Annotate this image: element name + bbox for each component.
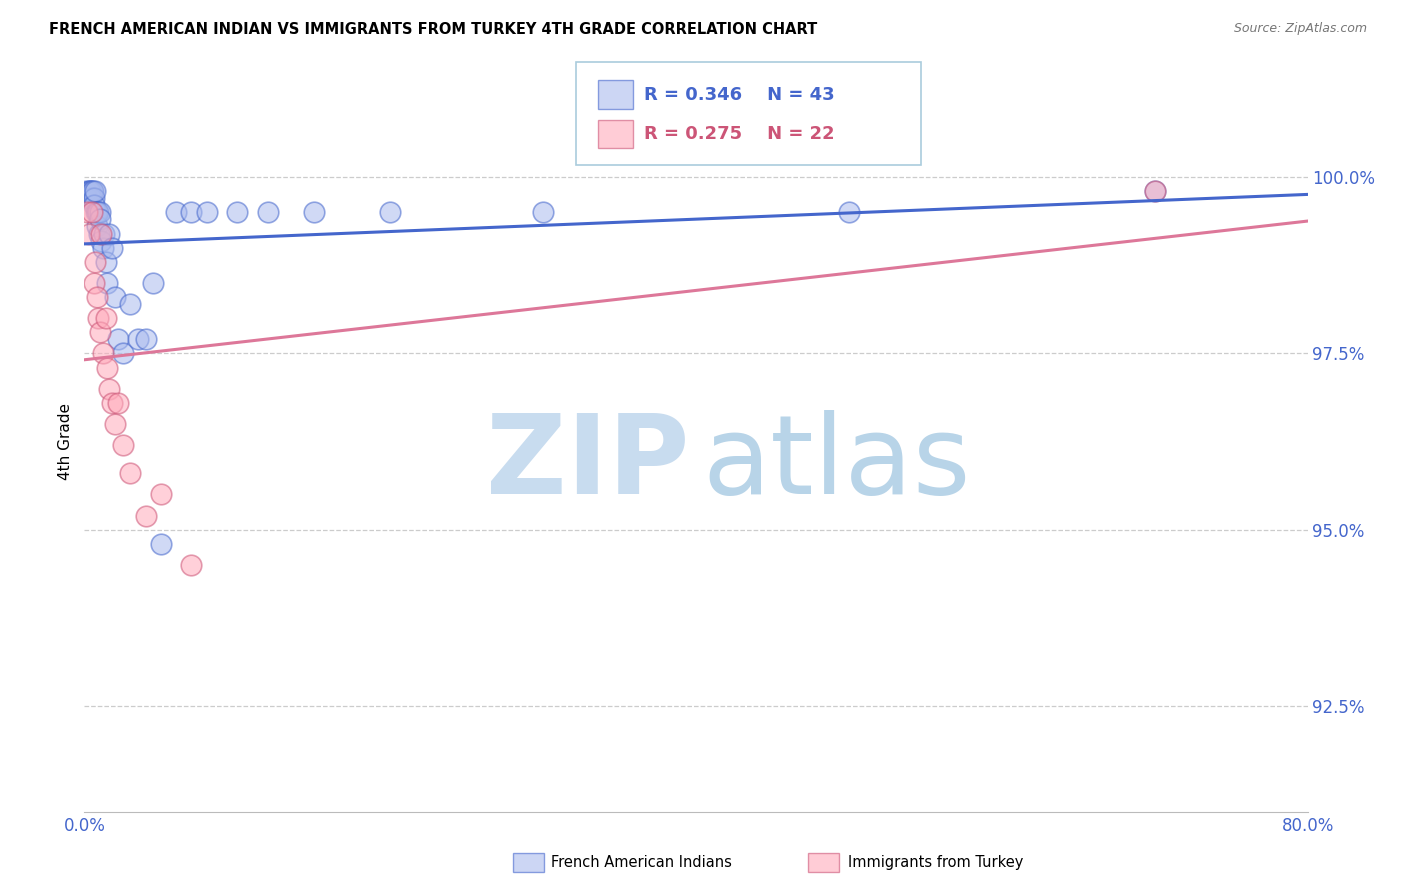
Point xyxy=(97,382,120,396)
Point xyxy=(142,276,165,290)
Point xyxy=(257,205,280,219)
Point xyxy=(86,219,108,234)
Point xyxy=(87,205,110,219)
Point xyxy=(77,184,100,198)
Point xyxy=(531,205,554,219)
Point xyxy=(195,205,218,219)
Point xyxy=(91,346,114,360)
Point xyxy=(91,241,114,255)
Text: atlas: atlas xyxy=(702,410,970,517)
Point xyxy=(75,184,97,198)
Point xyxy=(302,205,325,219)
Point xyxy=(97,227,120,241)
Point xyxy=(79,184,101,198)
Point xyxy=(83,198,105,212)
Point xyxy=(90,227,112,241)
Point xyxy=(107,332,129,346)
Point xyxy=(380,205,402,219)
Point xyxy=(89,212,111,227)
Point xyxy=(86,290,108,304)
Point xyxy=(76,191,98,205)
Point xyxy=(111,346,134,360)
Point xyxy=(96,360,118,375)
Point xyxy=(104,290,127,304)
Point xyxy=(120,467,142,481)
Point xyxy=(111,438,134,452)
Point xyxy=(226,205,249,219)
Point xyxy=(1143,184,1166,198)
Text: Immigrants from Turkey: Immigrants from Turkey xyxy=(848,855,1024,870)
Point xyxy=(89,205,111,219)
Point xyxy=(149,487,172,501)
Point xyxy=(838,205,860,219)
Point xyxy=(86,205,108,219)
Point xyxy=(94,311,117,326)
Point xyxy=(83,276,105,290)
Point xyxy=(104,417,127,431)
Point xyxy=(96,276,118,290)
Point xyxy=(80,191,103,205)
Point xyxy=(84,184,107,198)
Text: ZIP: ZIP xyxy=(486,410,690,517)
Point xyxy=(107,396,129,410)
Point xyxy=(87,227,110,241)
Point xyxy=(127,332,149,346)
Point xyxy=(93,227,115,241)
Point xyxy=(80,205,103,219)
Point xyxy=(77,227,100,241)
Point xyxy=(79,184,101,198)
Text: R = 0.275    N = 22: R = 0.275 N = 22 xyxy=(644,125,835,143)
Point xyxy=(180,558,202,572)
Point xyxy=(165,205,187,219)
Point xyxy=(84,205,107,219)
Point xyxy=(1143,184,1166,198)
Point xyxy=(80,184,103,198)
Point xyxy=(94,254,117,268)
Point xyxy=(135,332,157,346)
Point xyxy=(83,191,105,205)
Point xyxy=(76,205,98,219)
Text: Source: ZipAtlas.com: Source: ZipAtlas.com xyxy=(1233,22,1367,36)
Point xyxy=(149,537,172,551)
Point xyxy=(89,325,111,339)
Point xyxy=(135,508,157,523)
Point xyxy=(82,184,104,198)
Point xyxy=(101,241,124,255)
Text: FRENCH AMERICAN INDIAN VS IMMIGRANTS FROM TURKEY 4TH GRADE CORRELATION CHART: FRENCH AMERICAN INDIAN VS IMMIGRANTS FRO… xyxy=(49,22,817,37)
Point xyxy=(87,311,110,326)
Point xyxy=(90,234,112,248)
Text: French American Indians: French American Indians xyxy=(551,855,733,870)
Point xyxy=(120,297,142,311)
Point xyxy=(101,396,124,410)
Y-axis label: 4th Grade: 4th Grade xyxy=(58,403,73,480)
Point xyxy=(84,254,107,268)
Point xyxy=(180,205,202,219)
Text: R = 0.346    N = 43: R = 0.346 N = 43 xyxy=(644,86,835,103)
